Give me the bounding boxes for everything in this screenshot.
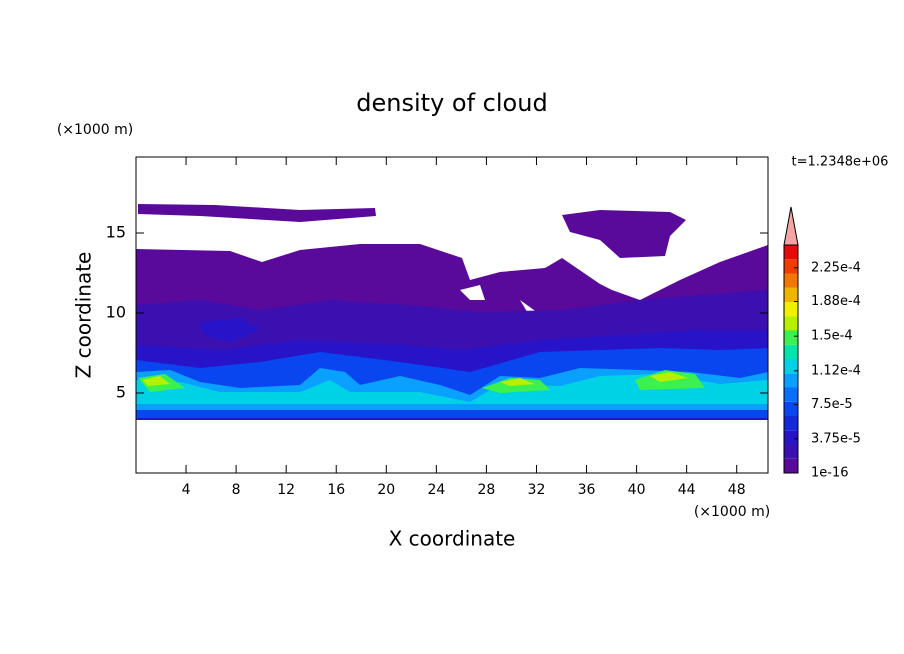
colorbar-band xyxy=(784,401,798,416)
contour-region xyxy=(562,210,686,258)
colorbar-band xyxy=(784,416,798,431)
plot-frame xyxy=(135,156,769,474)
colorbar-label: 1.5e-4 xyxy=(811,329,853,344)
colorbar-label: 1.12e-4 xyxy=(811,363,861,378)
x-tick-label: 4 xyxy=(182,482,191,498)
contour-field xyxy=(136,204,768,420)
colorbar-label: 1e-16 xyxy=(811,466,849,481)
x-tick-label: 28 xyxy=(478,482,496,498)
colorbar-band xyxy=(784,387,798,402)
colorbar-label: 3.75e-5 xyxy=(811,431,861,446)
colorbar-band xyxy=(784,430,798,445)
colorbar-band xyxy=(784,330,798,345)
y-axis-label: Z coordinate xyxy=(72,252,96,379)
contour-region xyxy=(136,374,768,404)
x-axis-label: X coordinate xyxy=(389,527,516,551)
contour-region xyxy=(650,372,688,382)
colorbar-label: 2.25e-4 xyxy=(811,260,861,275)
x-tick-label: 48 xyxy=(728,482,746,498)
colorbar-band xyxy=(784,245,798,260)
y-tick-label: 15 xyxy=(106,223,126,242)
colorbar-label: 7.5e-5 xyxy=(811,397,853,412)
colorbar-band xyxy=(784,359,798,374)
contour-region xyxy=(142,376,170,386)
contour-region xyxy=(138,204,376,222)
x-tick-label: 8 xyxy=(232,482,241,498)
chart-title: density of cloud xyxy=(356,89,547,117)
y-unit: (×1000 m) xyxy=(57,122,133,138)
contour-region xyxy=(200,318,260,342)
x-tick-label: 24 xyxy=(427,482,445,498)
colorbar-band xyxy=(784,287,798,302)
x-tick-label: 32 xyxy=(528,482,546,498)
x-tick-label: 36 xyxy=(578,482,596,498)
colorbar-frame xyxy=(783,244,799,474)
x-tick-label: 12 xyxy=(277,482,295,498)
contour-region xyxy=(460,285,485,300)
colorbar-band xyxy=(784,273,798,288)
x-tick-label: 44 xyxy=(678,482,696,498)
colorbar-band xyxy=(784,344,798,359)
contour-region xyxy=(500,378,535,386)
annotation: t=1.2348e+06 xyxy=(792,155,889,170)
colorbar-band xyxy=(784,458,798,473)
colorbar-extension xyxy=(783,206,799,246)
colorbar-band xyxy=(784,373,798,388)
x-tick-label: 20 xyxy=(377,482,395,498)
x-unit: (×1000 m) xyxy=(694,504,770,520)
colorbar-label: 1.88e-4 xyxy=(811,294,861,309)
colorbar-band xyxy=(784,444,798,459)
y-tick-label: 5 xyxy=(116,383,126,402)
x-tick-label: 40 xyxy=(628,482,646,498)
y-tick-label: 10 xyxy=(106,303,126,322)
colorbar-band xyxy=(784,259,798,274)
x-tick-label: 16 xyxy=(327,482,345,498)
colorbar-band xyxy=(784,302,798,317)
colorbar-band xyxy=(784,316,798,331)
